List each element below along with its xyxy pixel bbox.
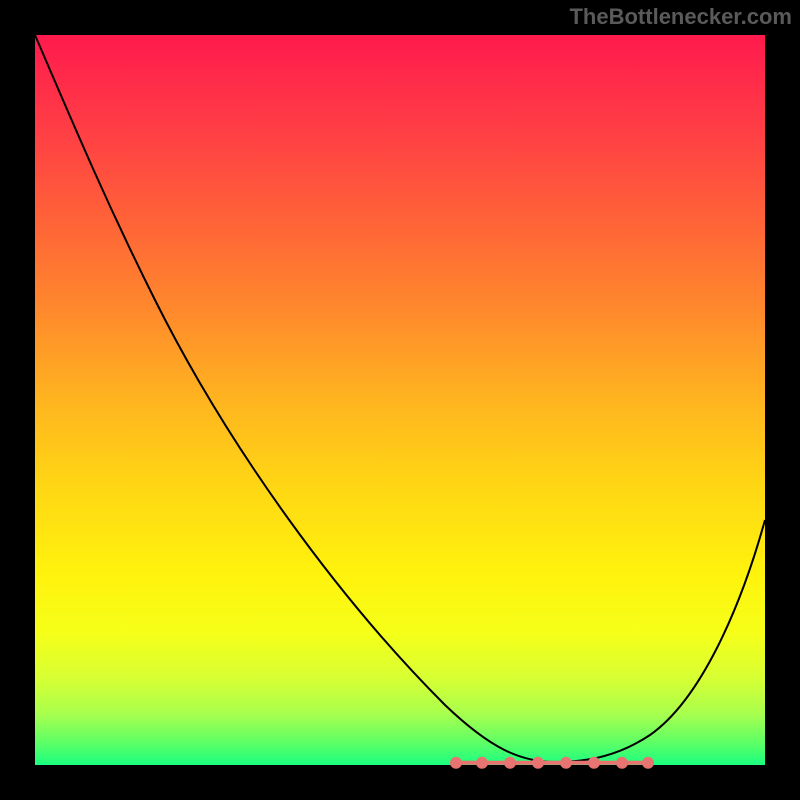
chart-container: TheBottlenecker.com <box>0 0 800 800</box>
bottleneck-chart-svg <box>0 0 800 800</box>
optimal-marker <box>532 757 544 769</box>
plot-background <box>35 35 765 765</box>
optimal-marker <box>504 757 516 769</box>
optimal-marker <box>476 757 488 769</box>
optimal-marker <box>588 757 600 769</box>
watermark-text: TheBottlenecker.com <box>569 4 792 30</box>
optimal-marker <box>450 757 462 769</box>
optimal-marker <box>642 757 654 769</box>
optimal-marker <box>560 757 572 769</box>
optimal-marker <box>616 757 628 769</box>
